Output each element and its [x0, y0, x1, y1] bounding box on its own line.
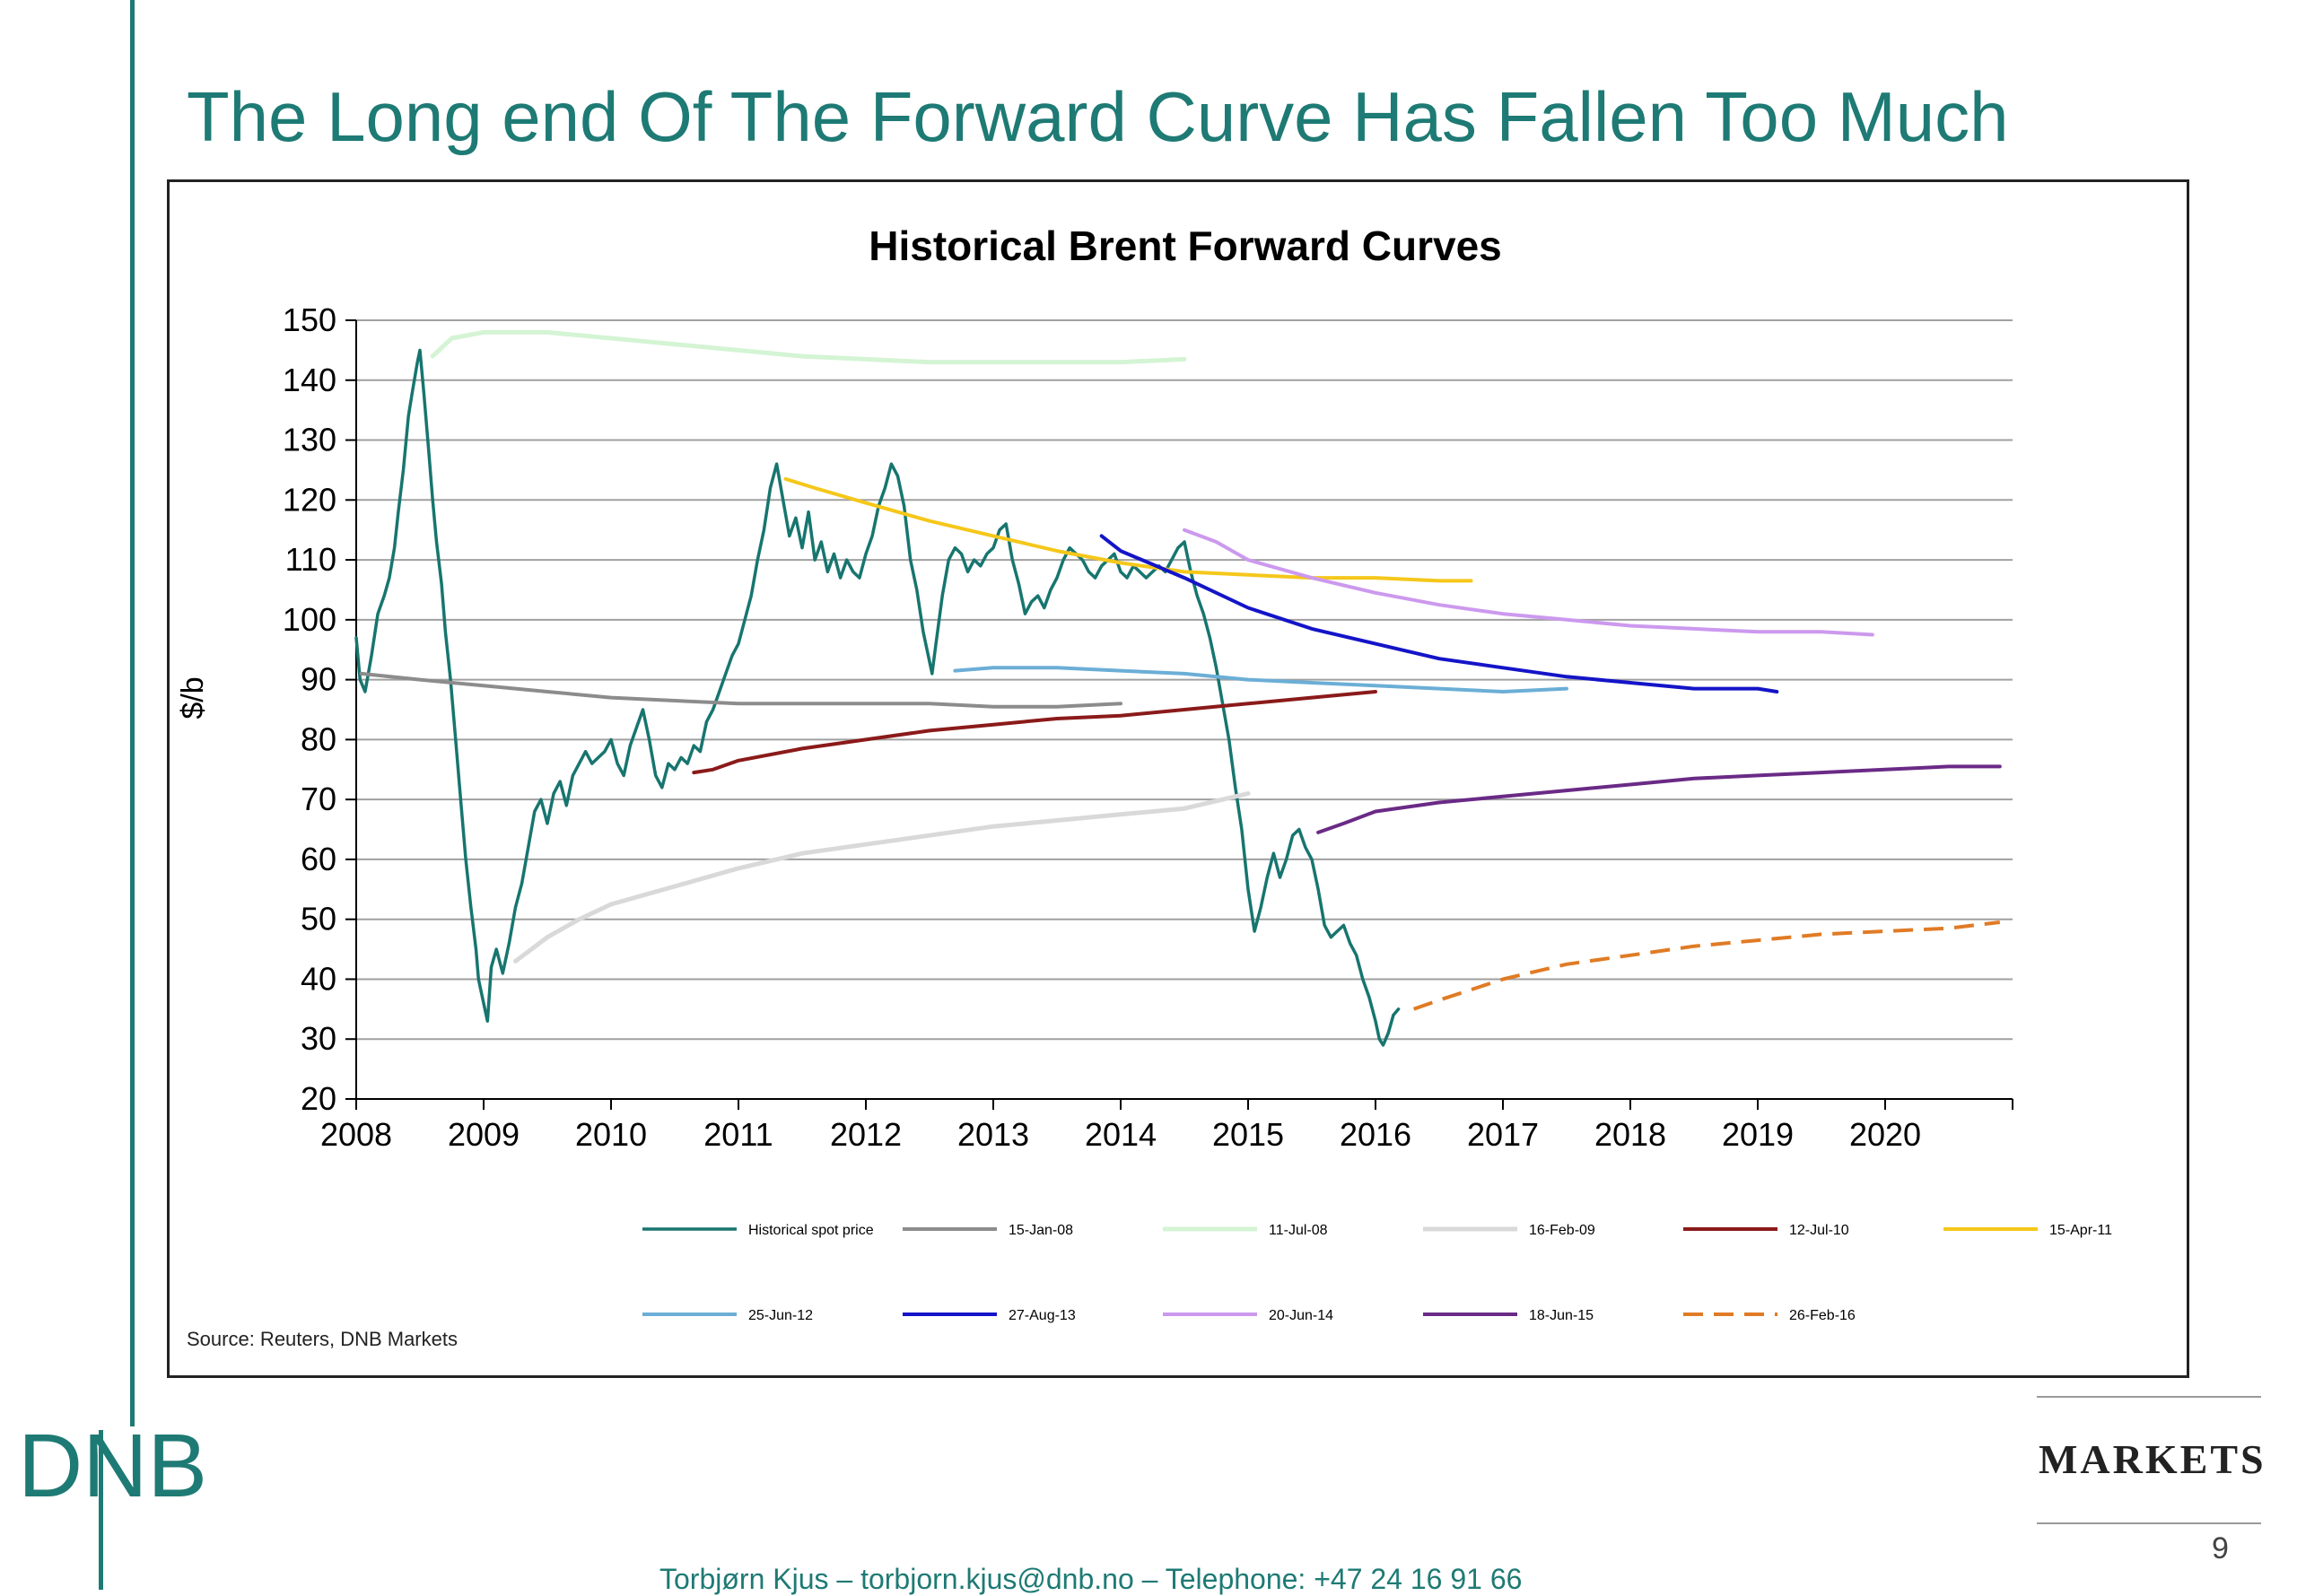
page-number: 9 — [2212, 1531, 2229, 1565]
x-tick-label-2017: 2017 — [1467, 1116, 1539, 1153]
x-tick-label-2018: 2018 — [1594, 1116, 1666, 1153]
x-tick-label-2009: 2009 — [448, 1116, 520, 1153]
y-axis-label: $/b — [176, 676, 210, 719]
series-line-6 — [953, 666, 1568, 693]
x-tick-label-2019: 2019 — [1722, 1116, 1794, 1153]
source-note: Source: Reuters, DNB Markets — [187, 1328, 458, 1350]
legend-label-7: 27-Aug-13 — [1009, 1308, 1076, 1323]
chart-title: Historical Brent Forward Curves — [869, 222, 1502, 269]
series-line-8 — [1183, 528, 1874, 637]
y-tick-label-140: 140 — [283, 362, 336, 398]
chart-legend: Historical spot price 15-Jan-08 11-Jul-08 1… — [642, 1223, 2112, 1323]
x-tick-label-2020: 2020 — [1849, 1116, 1921, 1153]
y-tick-label-30: 30 — [301, 1020, 336, 1057]
y-tick-label-80: 80 — [301, 720, 336, 757]
footer-contact: Torbjørn Kjus – torbjorn.kjus@dnb.no – T… — [659, 1563, 1523, 1595]
series-line-9 — [1316, 764, 2002, 834]
y-tick-label-150: 150 — [283, 301, 336, 338]
dnb-logo-text: DNB — [18, 1417, 207, 1516]
legend-label-0: Historical spot price — [748, 1223, 874, 1238]
legend-label-8: 20-Jun-14 — [1269, 1308, 1333, 1323]
legend-label-9: 18-Jun-15 — [1529, 1308, 1594, 1323]
series-line-3 — [513, 791, 1251, 964]
x-tick-label-2013: 2013 — [957, 1116, 1029, 1153]
dnb-logo-stem — [99, 1430, 103, 1590]
y-tick-label-40: 40 — [301, 960, 336, 997]
x-tick-label-2011: 2011 — [703, 1116, 773, 1153]
chart-series — [354, 329, 2002, 1047]
series-line-0 — [354, 348, 1401, 1047]
legend-label-2: 11-Jul-08 — [1269, 1223, 1328, 1238]
slide-title: The Long end Of The Forward Curve Has Fa… — [187, 77, 2009, 156]
markets-rule-bottom — [2037, 1522, 2261, 1524]
y-tick-label-100: 100 — [283, 601, 336, 638]
y-tick-label-60: 60 — [301, 841, 336, 877]
x-tick-label-2014: 2014 — [1085, 1116, 1157, 1153]
y-tick-label-70: 70 — [301, 781, 336, 817]
legend-label-1: 15-Jan-08 — [1009, 1223, 1073, 1238]
markets-label: MARKETS — [2039, 1436, 2266, 1482]
y-tick-label-110: 110 — [285, 541, 336, 578]
chart-axes: 20 30 40 50 60 70 80 90 100 110 120 130 140 150 2008 20… — [283, 301, 2013, 1153]
legend-label-10: 26-Feb-16 — [1789, 1308, 1856, 1323]
markets-rule-top — [2037, 1396, 2261, 1398]
x-tick-label-2008: 2008 — [320, 1116, 392, 1153]
y-tick-label-130: 130 — [283, 422, 336, 458]
x-tick-label-2012: 2012 — [830, 1116, 902, 1153]
chart-gridlines — [356, 319, 2013, 1041]
y-tick-label-20: 20 — [301, 1080, 336, 1117]
x-tick-label-2016: 2016 — [1340, 1116, 1411, 1153]
legend-label-4: 12-Jul-10 — [1789, 1223, 1849, 1238]
dnb-logo: DNB — [18, 1417, 207, 1590]
brand-vertical-rule — [130, 0, 135, 1426]
legend-label-3: 16-Feb-09 — [1529, 1223, 1595, 1238]
y-tick-label-50: 50 — [301, 901, 336, 938]
y-tick-label-90: 90 — [301, 661, 336, 698]
chart-frame — [167, 179, 2189, 1378]
series-line-1 — [359, 671, 1122, 709]
brent-forward-curves-chart: Historical Brent Forward Curves 20 30 40 50… — [176, 222, 2112, 1323]
x-tick-label-2015: 2015 — [1212, 1116, 1284, 1153]
series-line-10 — [1412, 920, 2001, 1011]
y-tick-label-120: 120 — [283, 481, 336, 518]
series-line-4 — [692, 690, 1377, 775]
x-tick-label-2010: 2010 — [575, 1116, 647, 1153]
legend-label-5: 15-Apr-11 — [2049, 1223, 2112, 1238]
series-line-7 — [1099, 534, 1779, 693]
series-line-5 — [783, 476, 1473, 583]
legend-label-6: 25-Jun-12 — [748, 1308, 813, 1323]
series-line-2 — [430, 329, 1187, 365]
